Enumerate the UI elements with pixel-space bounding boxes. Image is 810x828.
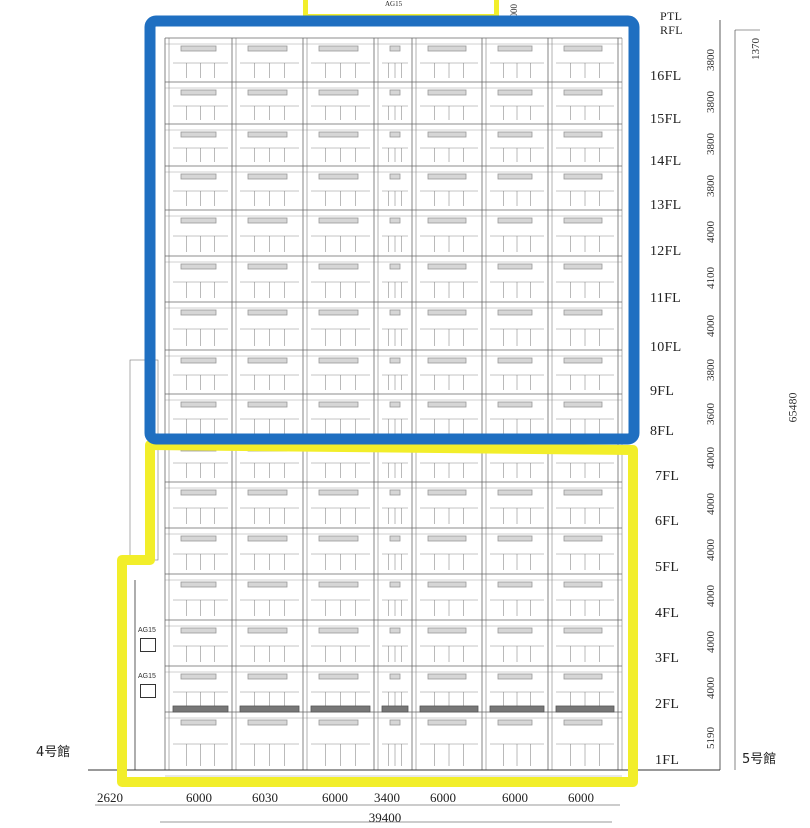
side-label-lower: AG15 [138, 673, 156, 680]
ptl-label: PTL [660, 9, 683, 23]
bay-dim-1: 6000 [186, 790, 212, 805]
bay-dim-2: 6030 [252, 790, 278, 805]
floor-13fl: 13FL [650, 198, 682, 213]
bay-dim-5: 6000 [430, 790, 456, 805]
building-5-label: 5号館 [742, 752, 777, 767]
floor-8fl: 8FL [650, 424, 675, 439]
height-11fl: 4100 [705, 267, 717, 289]
floor-3fl: 3FL [655, 651, 680, 666]
height-14fl: 3800 [705, 133, 717, 155]
height-1fl: 5190 [705, 727, 717, 749]
floor-9fl: 9FL [650, 384, 675, 399]
floor-7fl: 7FL [655, 469, 680, 484]
floor-6fl: 6FL [655, 514, 680, 529]
bay-dim-3: 6000 [322, 790, 348, 805]
height-16fl: 3800 [705, 49, 717, 71]
side-label-upper: AG15 [138, 627, 156, 634]
rfl-label: RFL [660, 23, 683, 37]
floor-1fl: 1FL [655, 753, 680, 768]
height-rfl: 1370 [750, 38, 762, 60]
total-height: 65480 [785, 392, 800, 423]
height-6fl: 4000 [705, 493, 717, 515]
height-5fl: 4000 [705, 539, 717, 561]
height-4fl: 4000 [705, 585, 717, 607]
floor-16fl: 16FL [650, 69, 682, 84]
height-12fl: 4000 [705, 221, 717, 243]
floor-12fl: 12FL [650, 244, 682, 259]
side-square-lower [140, 684, 156, 698]
bay-dim-6: 6000 [502, 790, 528, 805]
building-4-label: 4号館 [36, 745, 71, 760]
height-8fl: 3600 [705, 403, 717, 425]
height-2fl: 4000 [705, 677, 717, 699]
floor-2fl: 2FL [655, 697, 680, 712]
bay-dim-7: 6000 [568, 790, 594, 805]
floor-11fl: 11FL [650, 291, 682, 306]
height-10fl: 4000 [705, 315, 717, 337]
bay-dim-0: 2620 [97, 790, 123, 805]
top-label: AG15 [385, 0, 403, 8]
floor-14fl: 14FL [650, 154, 682, 169]
floor-10fl: 10FL [650, 340, 682, 355]
height-7fl: 4000 [705, 447, 717, 469]
bay-dim-4: 3400 [374, 790, 400, 805]
height-15fl: 3800 [705, 91, 717, 113]
height-3fl: 4000 [705, 631, 717, 653]
floor-4fl: 4FL [655, 606, 680, 621]
total-width: 39400 [368, 810, 402, 825]
side-square-upper [140, 638, 156, 652]
height-13fl: 3800 [705, 175, 717, 197]
height-9fl: 3800 [705, 359, 717, 381]
floor-5fl: 5FL [655, 560, 680, 575]
floor-15fl: 15FL [650, 112, 682, 127]
